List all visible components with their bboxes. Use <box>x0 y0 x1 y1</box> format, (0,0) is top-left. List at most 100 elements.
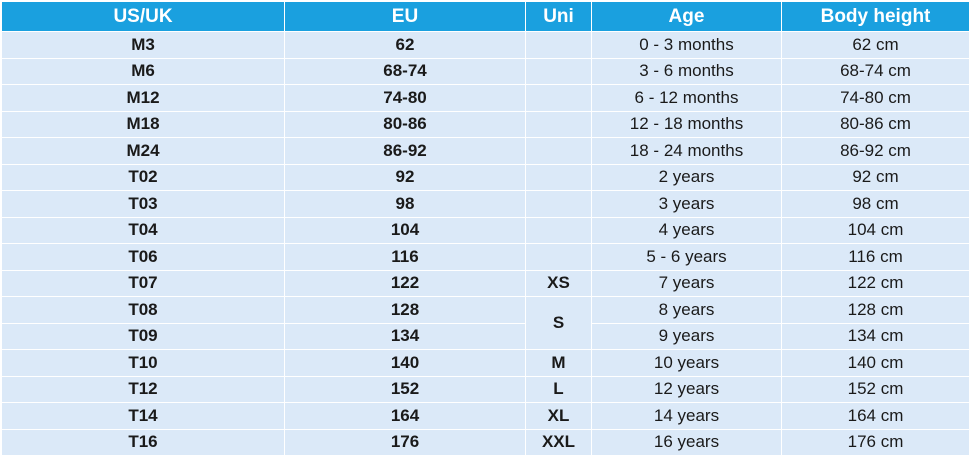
cell-age: 12 years <box>591 375 782 403</box>
cell-age: 3 - 6 months <box>591 57 782 85</box>
cell-age: 18 - 24 months <box>591 137 782 165</box>
cell-us-uk: M6 <box>1 57 285 85</box>
cell-body-height: 116 cm <box>781 243 970 271</box>
cell-uni <box>525 163 592 191</box>
cell-body-height: 62 cm <box>781 31 970 59</box>
cell-uni: XL <box>525 402 592 430</box>
table-row: M12 74-80 6 - 12 months 74-80 cm <box>1 84 970 112</box>
header-row: US/UK EU Uni Age Body height <box>1 1 970 32</box>
cell-eu: 152 <box>284 375 526 403</box>
cell-eu: 86-92 <box>284 137 526 165</box>
cell-eu: 98 <box>284 190 526 218</box>
table-row: T16 176 XXL 16 years 176 cm <box>1 428 970 456</box>
cell-uni: XS <box>525 269 592 297</box>
cell-eu: 122 <box>284 269 526 297</box>
cell-uni <box>525 57 592 85</box>
table-row: M6 68-74 3 - 6 months 68-74 cm <box>1 57 970 85</box>
cell-body-height: 86-92 cm <box>781 137 970 165</box>
table-body: M3 62 0 - 3 months 62 cm M6 68-74 3 - 6 months… <box>1 31 970 456</box>
header-eu: EU <box>284 1 526 32</box>
table-row: M18 80-86 12 - 18 months 80-86 cm <box>1 110 970 138</box>
header-age: Age <box>591 1 782 32</box>
cell-age: 5 - 6 years <box>591 243 782 271</box>
cell-us-uk: M12 <box>1 84 285 112</box>
table-row: T03 98 3 years 98 cm <box>1 190 970 218</box>
cell-us-uk: T09 <box>1 322 285 350</box>
cell-uni <box>525 84 592 112</box>
cell-uni: XXL <box>525 428 592 456</box>
cell-age: 0 - 3 months <box>591 31 782 59</box>
cell-age: 14 years <box>591 402 782 430</box>
cell-age: 6 - 12 months <box>591 84 782 112</box>
cell-eu: 116 <box>284 243 526 271</box>
table-row: M24 86-92 18 - 24 months 86-92 cm <box>1 137 970 165</box>
cell-body-height: 134 cm <box>781 322 970 350</box>
cell-us-uk: T07 <box>1 269 285 297</box>
cell-uni <box>525 137 592 165</box>
cell-body-height: 140 cm <box>781 349 970 377</box>
cell-us-uk: T03 <box>1 190 285 218</box>
cell-age: 2 years <box>591 163 782 191</box>
cell-eu: 104 <box>284 216 526 244</box>
cell-body-height: 176 cm <box>781 428 970 456</box>
cell-eu: 68-74 <box>284 57 526 85</box>
cell-eu: 62 <box>284 31 526 59</box>
cell-uni <box>525 110 592 138</box>
table-row: T02 92 2 years 92 cm <box>1 163 970 191</box>
cell-age: 12 - 18 months <box>591 110 782 138</box>
cell-uni <box>525 216 592 244</box>
cell-us-uk: T08 <box>1 296 285 324</box>
cell-us-uk: T12 <box>1 375 285 403</box>
cell-us-uk: M3 <box>1 31 285 59</box>
cell-age: 4 years <box>591 216 782 244</box>
cell-body-height: 104 cm <box>781 216 970 244</box>
cell-body-height: 98 cm <box>781 190 970 218</box>
cell-uni <box>525 31 592 59</box>
header-uni: Uni <box>525 1 592 32</box>
cell-eu: 80-86 <box>284 110 526 138</box>
cell-age: 3 years <box>591 190 782 218</box>
cell-eu: 164 <box>284 402 526 430</box>
cell-eu: 134 <box>284 322 526 350</box>
cell-uni: L <box>525 375 592 403</box>
cell-us-uk: T06 <box>1 243 285 271</box>
cell-uni: S <box>525 296 592 350</box>
cell-us-uk: T04 <box>1 216 285 244</box>
cell-eu: 128 <box>284 296 526 324</box>
table-row: T14 164 XL 14 years 164 cm <box>1 402 970 430</box>
cell-eu: 92 <box>284 163 526 191</box>
cell-body-height: 152 cm <box>781 375 970 403</box>
cell-body-height: 128 cm <box>781 296 970 324</box>
cell-age: 7 years <box>591 269 782 297</box>
table-row: T10 140 M 10 years 140 cm <box>1 349 970 377</box>
cell-uni <box>525 190 592 218</box>
cell-body-height: 122 cm <box>781 269 970 297</box>
cell-body-height: 92 cm <box>781 163 970 191</box>
cell-age: 10 years <box>591 349 782 377</box>
cell-us-uk: T14 <box>1 402 285 430</box>
cell-us-uk: M24 <box>1 137 285 165</box>
cell-eu: 176 <box>284 428 526 456</box>
table-row: T04 104 4 years 104 cm <box>1 216 970 244</box>
table-row: T12 152 L 12 years 152 cm <box>1 375 970 403</box>
cell-us-uk: T10 <box>1 349 285 377</box>
table-row: M3 62 0 - 3 months 62 cm <box>1 31 970 59</box>
cell-age: 8 years <box>591 296 782 324</box>
cell-eu: 140 <box>284 349 526 377</box>
header-us-uk: US/UK <box>1 1 285 32</box>
cell-eu: 74-80 <box>284 84 526 112</box>
cell-uni: M <box>525 349 592 377</box>
cell-us-uk: T02 <box>1 163 285 191</box>
header-body-height: Body height <box>781 1 970 32</box>
cell-body-height: 68-74 cm <box>781 57 970 85</box>
cell-us-uk: M18 <box>1 110 285 138</box>
table-row: T06 116 5 - 6 years 116 cm <box>1 243 970 271</box>
cell-body-height: 74-80 cm <box>781 84 970 112</box>
cell-age: 9 years <box>591 322 782 350</box>
table-row: T08 128 S 8 years 128 cm <box>1 296 970 350</box>
cell-age: 16 years <box>591 428 782 456</box>
table-row: T09 134 9 years 134 cm <box>1 322 970 350</box>
cell-us-uk: T16 <box>1 428 285 456</box>
